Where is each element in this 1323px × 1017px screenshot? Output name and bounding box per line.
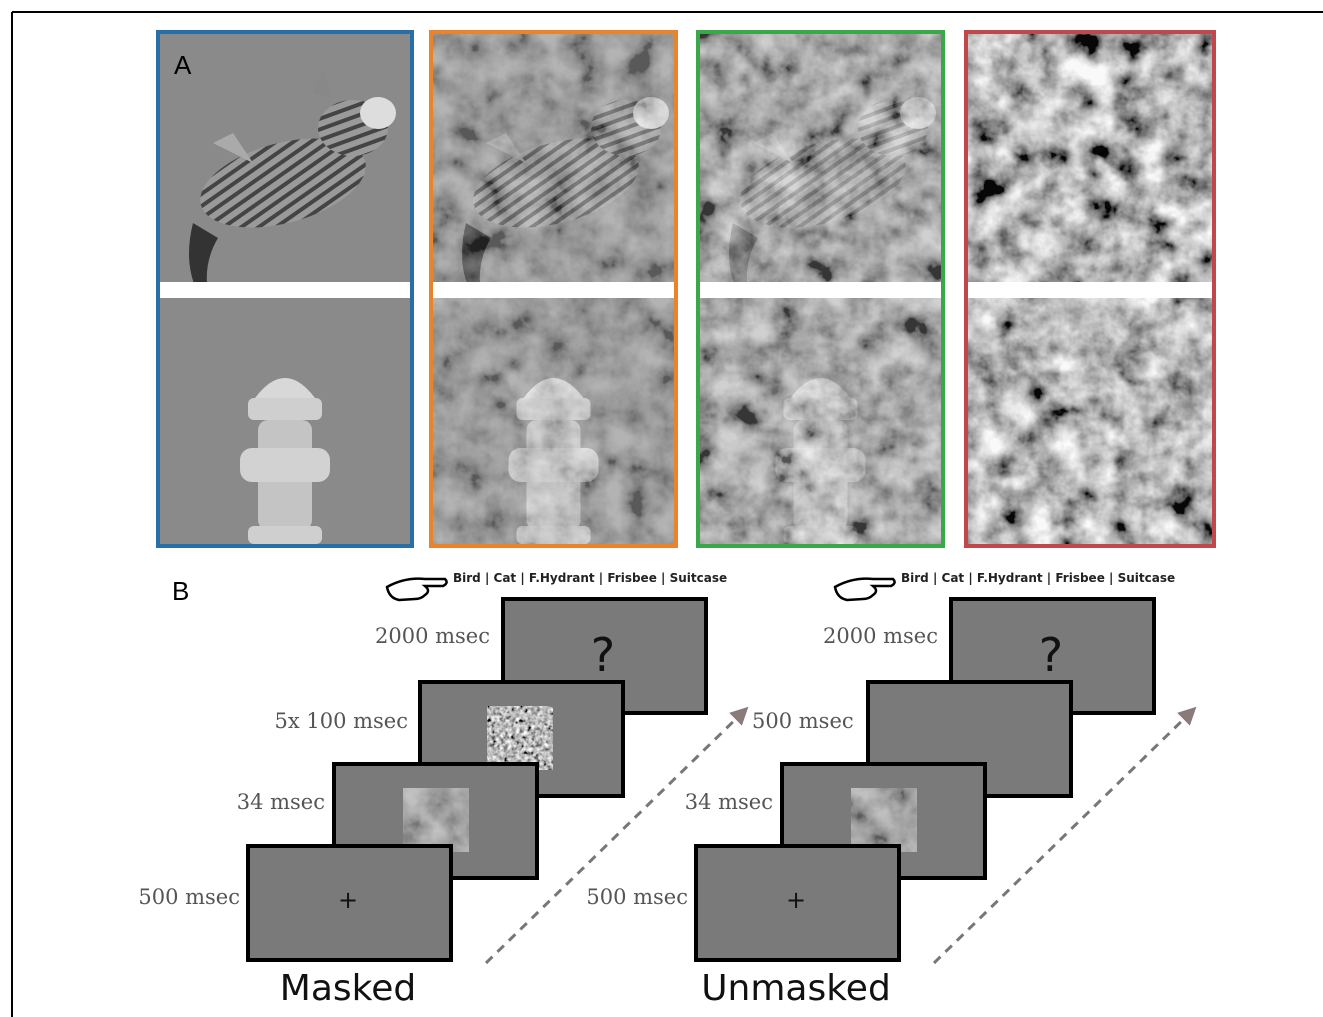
frame-symbol: ? xyxy=(591,628,615,682)
time-arrow xyxy=(932,706,1197,965)
trial-sequence: Bird | Cat | F.Hydrant | Frisbee | Suitc… xyxy=(138,571,749,1009)
frame-symbol: + xyxy=(338,886,358,914)
duration-label: 500 msec xyxy=(752,709,854,733)
duration-label: 2000 msec xyxy=(823,624,938,648)
sequence-title: Masked xyxy=(280,968,416,1009)
stimulus-column xyxy=(156,30,414,548)
panel-b: Bird | Cat | F.Hydrant | Frisbee | Suitc… xyxy=(138,571,1197,1009)
noise-overlay xyxy=(966,33,1214,282)
response-options: Bird | Cat | F.Hydrant | Frisbee | Suitc… xyxy=(901,571,1175,585)
noise-overlay xyxy=(431,33,676,282)
noise-overlay xyxy=(698,298,943,545)
stimulus-column xyxy=(964,30,1216,548)
duration-label: 34 msec xyxy=(237,790,325,814)
stimulus-column xyxy=(696,30,945,548)
frame xyxy=(246,844,453,962)
panel-a xyxy=(156,30,1216,548)
panel-label: A xyxy=(174,50,192,80)
noise-overlay xyxy=(431,298,676,545)
duration-label: 500 msec xyxy=(138,885,240,909)
column-border xyxy=(696,30,945,548)
target-noise xyxy=(403,788,469,852)
frame-symbol: ? xyxy=(1039,628,1063,682)
stimulus-column xyxy=(429,30,678,548)
frame xyxy=(694,844,901,962)
duration-label: 34 msec xyxy=(685,790,773,814)
separator xyxy=(158,282,412,298)
panel-label: B xyxy=(172,576,189,606)
column-border xyxy=(964,30,1216,548)
noise-overlay xyxy=(966,298,1214,545)
noise-overlay xyxy=(698,33,943,282)
trial-sequence: Bird | Cat | F.Hydrant | Frisbee | Suitc… xyxy=(586,571,1197,1009)
target-noise xyxy=(851,788,917,852)
duration-label: 5x 100 msec xyxy=(274,709,408,733)
hand-icon xyxy=(385,577,448,602)
sequence-title: Unmasked xyxy=(701,968,891,1009)
figure-border xyxy=(11,11,1323,1017)
separator xyxy=(431,282,676,298)
frame-symbol: + xyxy=(786,886,806,914)
separator xyxy=(698,282,943,298)
duration-label: 2000 msec xyxy=(375,624,490,648)
separator xyxy=(966,282,1214,298)
hand-icon xyxy=(833,577,896,602)
response-options: Bird | Cat | F.Hydrant | Frisbee | Suitc… xyxy=(453,571,727,585)
time-arrow xyxy=(484,706,749,965)
column-border xyxy=(429,30,678,548)
column-border xyxy=(156,30,414,548)
duration-label: 500 msec xyxy=(586,885,688,909)
mask-noise xyxy=(487,706,553,770)
